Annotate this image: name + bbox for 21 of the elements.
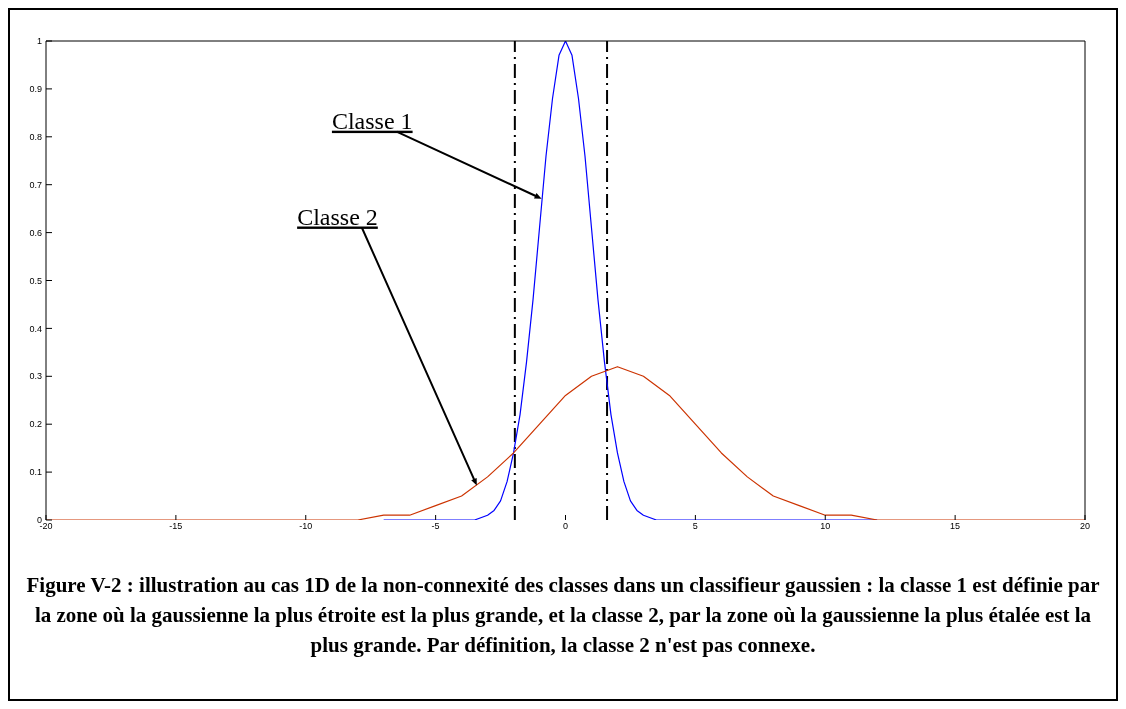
x-tick-label: -10 [299, 521, 313, 532]
y-tick-label: 0.5 [29, 275, 42, 286]
y-tick-label: 0.8 [29, 132, 42, 142]
x-tick-label: 5 [692, 521, 698, 532]
y-tick-label: 0.3 [29, 371, 42, 382]
x-tick-label: 15 [950, 521, 961, 532]
y-tick-label: 0.1 [29, 467, 42, 478]
x-tick-label: 10 [820, 521, 831, 532]
x-tick-label: -5 [431, 521, 440, 532]
y-tick-label: 0.4 [29, 323, 42, 334]
x-tick-label: 20 [1079, 521, 1091, 532]
y-tick-label: 0.6 [29, 227, 42, 238]
y-tick-label: 0.2 [29, 419, 42, 430]
y-tick-label: 0.9 [29, 84, 42, 95]
x-tick-label: 0 [562, 521, 569, 532]
y-tick-label: 1 [36, 36, 42, 47]
annotation: Classe 1 [331, 107, 413, 134]
x-tick-label: -15 [169, 521, 183, 532]
annotation: Classe 2 [297, 203, 378, 230]
y-tick-label: 0.7 [29, 179, 42, 190]
text: Figure V-2 : illustration au cas 1D de la non-connexité des classes dans un classifieur gaussien : la classe 1 est définie par la zone où la gaussienne la plus étroite est la plus grande, et la classe 2, par la zone où la gaussienne la plus étalée est la plus grande. Par définition, la classe 2 n'est pas connexe. [25, 572, 1101, 659]
